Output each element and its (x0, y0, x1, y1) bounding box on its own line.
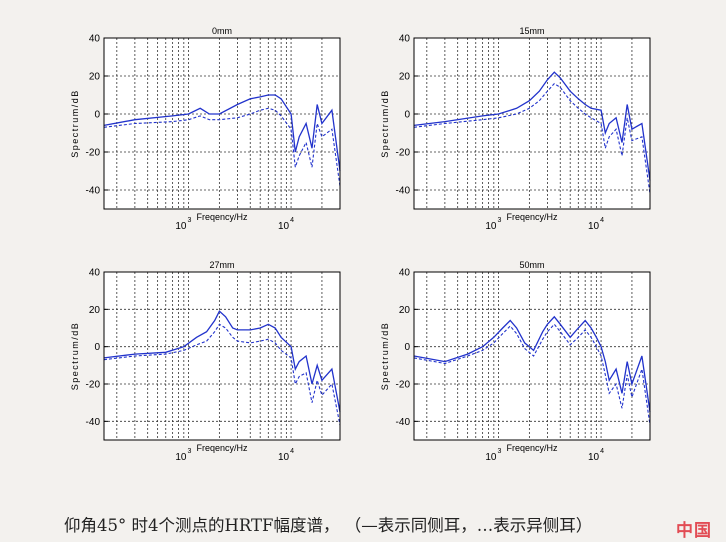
y-axis-label: Spectrum/dB (380, 322, 390, 391)
plot-area (104, 38, 340, 209)
chart-panel-2: -40-200204010310427mmFreqency/HzSpectrum… (70, 260, 341, 463)
x-tick-exponent: 3 (498, 217, 502, 224)
y-tick-label: 0 (94, 110, 100, 121)
series-line-solid (413, 71, 651, 181)
x-tick-exponent: 3 (188, 217, 192, 224)
y-axis-label: Spectrum/dB (70, 322, 80, 391)
x-tick-label: 10 (175, 452, 187, 463)
x-tick-base: 10 (485, 221, 497, 232)
chart-panel-3: -40-200204010310450mmFreqency/HzSpectrum… (380, 260, 651, 463)
series-line-dashed (103, 323, 341, 426)
watermark-logo: 中国 (676, 521, 712, 541)
x-tick-exponent: 4 (290, 448, 294, 455)
y-tick-label: -20 (396, 380, 411, 391)
y-tick-label: 40 (399, 34, 411, 45)
hrtf-figure: -40-20020401031040mmFreqency/HzSpectrum/… (70, 26, 651, 463)
chart-title: 0mm (212, 26, 232, 36)
series-line-dashed (413, 82, 651, 194)
y-tick-label: 20 (89, 305, 101, 316)
axes-frame (103, 37, 341, 210)
axes-frame (413, 37, 651, 210)
y-tick-label: -20 (396, 148, 411, 159)
figure-caption: 仰角45° 时4个测点的HRTF幅度谱， （—表示同侧耳，…表示异侧耳） (64, 516, 593, 535)
x-tick-base: 10 (278, 452, 290, 463)
plot-area (104, 272, 340, 440)
y-tick-label: 40 (89, 34, 101, 45)
x-tick-label: 10 (485, 452, 497, 463)
y-axis-label: Spectrum/dB (70, 89, 80, 158)
y-tick-label: -20 (86, 380, 101, 391)
y-tick-label: -40 (396, 186, 411, 197)
y-tick-label: 40 (399, 268, 411, 279)
x-axis-label: Freqency/Hz (196, 212, 248, 222)
x-tick-label: 10 (278, 221, 290, 232)
x-tick-base: 10 (175, 452, 187, 463)
y-tick-label: 20 (399, 72, 411, 83)
x-axis-label: Freqency/Hz (506, 443, 558, 453)
y-tick-label: -40 (86, 417, 101, 428)
chart-title: 27mm (209, 260, 234, 270)
chart-title: 50mm (519, 260, 544, 270)
chart-panel-1: -40-200204010310415mmFreqency/HzSpectrum… (380, 26, 651, 232)
chart-title: 15mm (519, 26, 544, 36)
y-tick-label: 0 (404, 342, 410, 353)
y-tick-label: 0 (404, 110, 410, 121)
x-tick-exponent: 4 (600, 448, 604, 455)
y-tick-label: 40 (89, 268, 101, 279)
y-tick-label: -40 (86, 186, 101, 197)
plot-area (414, 38, 650, 209)
x-tick-label: 10 (278, 452, 290, 463)
series-line-solid (413, 315, 651, 413)
x-tick-exponent: 3 (498, 448, 502, 455)
x-tick-base: 10 (175, 221, 187, 232)
x-tick-base: 10 (588, 452, 600, 463)
y-tick-label: -40 (396, 417, 411, 428)
x-tick-exponent: 3 (188, 448, 192, 455)
series-line-dashed (413, 323, 651, 426)
x-tick-label: 10 (588, 452, 600, 463)
x-tick-exponent: 4 (600, 217, 604, 224)
x-tick-label: 10 (588, 221, 600, 232)
x-axis-label: Freqency/Hz (196, 443, 248, 453)
y-tick-label: 20 (399, 305, 411, 316)
x-tick-label: 10 (175, 221, 187, 232)
x-axis-label: Freqency/Hz (506, 212, 558, 222)
axes-frame (413, 271, 651, 441)
x-tick-base: 10 (588, 221, 600, 232)
y-tick-label: -20 (86, 148, 101, 159)
chart-panel-0: -40-20020401031040mmFreqency/HzSpectrum/… (70, 26, 341, 232)
series-line-solid (103, 94, 341, 172)
x-tick-base: 10 (485, 452, 497, 463)
y-axis-label: Spectrum/dB (380, 89, 390, 158)
y-tick-label: 0 (94, 342, 100, 353)
series-line-solid (103, 310, 341, 413)
x-tick-base: 10 (278, 221, 290, 232)
plot-area (414, 272, 650, 440)
y-tick-label: 20 (89, 72, 101, 83)
series-line-dashed (103, 107, 341, 187)
x-tick-exponent: 4 (290, 217, 294, 224)
axes-frame (103, 271, 341, 441)
x-tick-label: 10 (485, 221, 497, 232)
